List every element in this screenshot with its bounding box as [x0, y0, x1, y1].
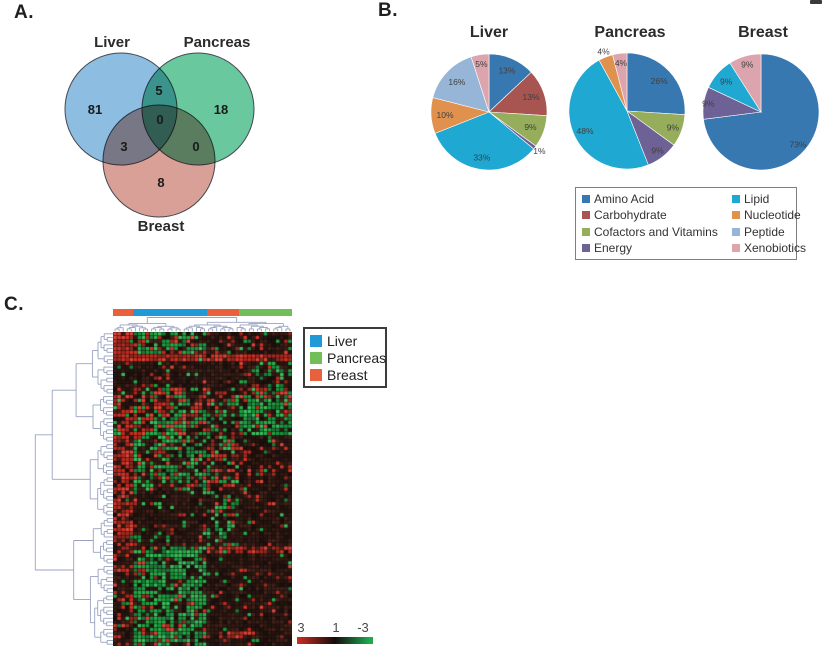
legend-swatch — [582, 227, 590, 236]
group-bar-breast — [113, 309, 134, 316]
sample-group-bar — [113, 309, 292, 316]
panel-b-label: B. — [378, 0, 398, 21]
legend-label: Nucleotide — [744, 208, 801, 223]
venn-set-label: Breast — [138, 218, 185, 235]
heatmap-legend: Liver Pancreas Breast — [303, 327, 387, 388]
pie-slice-lipid — [568, 59, 649, 170]
heatmap-legend-label: Liver — [327, 332, 358, 349]
pie-title-breast: Breast — [738, 24, 788, 41]
pie-percent-label: 1% — [533, 146, 546, 156]
pie-title-liver: Liver — [469, 24, 509, 41]
pie-slice-amino-acid — [626, 52, 686, 115]
pie-percent-label: 4% — [597, 47, 610, 57]
pie-percent-label: 16% — [448, 77, 465, 87]
pie-percent-label: 4% — [615, 58, 628, 68]
legend-label: Carbohydrate — [594, 208, 667, 223]
pie-percent-label: 33% — [473, 152, 490, 162]
heatmap-legend-swatch — [310, 368, 322, 381]
venn-set-label: Pancreas — [184, 34, 251, 51]
pie-percent-label: 26% — [651, 76, 668, 86]
cropped-text-artifact — [810, 0, 822, 4]
pie-percent-label: 13% — [498, 65, 515, 75]
legend-swatch — [732, 195, 740, 204]
legend-swatch — [582, 195, 590, 204]
pie-percent-label: 9% — [524, 122, 537, 132]
group-bar-breast — [206, 309, 240, 316]
venn-count-pancreas_only: 18 — [214, 102, 228, 117]
pie-percent-label: 73% — [789, 140, 806, 150]
pie-title-pancreas: Pancreas — [594, 24, 666, 41]
pie-percent-label: 13% — [523, 92, 540, 102]
pie-chart-pancreas — [568, 52, 686, 170]
legend-item-xenobiotics: Xenobiotics — [732, 241, 806, 255]
legend-swatch — [732, 243, 740, 252]
pie-slice-peptide — [432, 56, 490, 113]
heatmap-legend-swatch — [310, 351, 322, 364]
pie-slice-xenobiotics — [729, 53, 762, 114]
venn-set-label: Liver — [94, 34, 130, 51]
pie-percent-label: 9% — [741, 60, 754, 70]
heatmap-legend-item-pancreas: Pancreas — [310, 350, 386, 366]
pie-slice-xenobiotics — [612, 52, 628, 112]
pie-percent-label: 48% — [577, 126, 594, 136]
pie-chart-breast — [702, 53, 820, 171]
legend-item-energy: Energy — [582, 241, 732, 255]
legend-label: Xenobiotics — [744, 240, 807, 255]
pie-percent-label: 9% — [720, 76, 733, 86]
pie-slice-xenobiotics — [470, 53, 490, 113]
heatmap-legend-swatch — [310, 334, 322, 347]
pie-percent-label: 9% — [651, 145, 664, 155]
venn-count-liver_only: 81 — [88, 102, 102, 117]
pie-percent-label: 9% — [667, 123, 680, 133]
scale-min-label: -3 — [357, 620, 369, 635]
venn-count-breast_only: 8 — [157, 175, 164, 190]
panel-a-label: A. — [14, 2, 34, 23]
legend-label: Energy — [594, 240, 633, 255]
venn-count-pancreas_breast: 0 — [192, 139, 199, 154]
pie-chart-liver — [430, 53, 548, 171]
heatmap-legend-item-liver: Liver — [310, 333, 380, 349]
legend-item-nucleotide: Nucleotide — [732, 208, 806, 222]
legend-label: Peptide — [744, 224, 785, 239]
legend-swatch — [732, 227, 740, 236]
venn-diagram — [64, 52, 255, 218]
legend-label: Lipid — [744, 192, 770, 207]
scale-mid-label: 1 — [332, 620, 340, 635]
legend-item-peptide: Peptide — [732, 225, 806, 239]
heatmap-legend-label: Pancreas — [327, 349, 387, 366]
venn-count-liver_pancreas: 5 — [155, 83, 162, 98]
legend-item-cofactors-and-vitamins: Cofactors and Vitamins — [582, 225, 732, 239]
venn-circle-breast — [102, 104, 216, 218]
legend-item-carbohydrate: Carbohydrate — [582, 208, 732, 222]
legend-label: Amino Acid — [594, 192, 655, 207]
heatmap — [113, 332, 292, 646]
heatmap-legend-label: Breast — [327, 366, 368, 383]
venn-count-liver_breast: 3 — [120, 139, 127, 154]
pie-percent-label: 5% — [475, 59, 488, 69]
legend-item-amino-acid: Amino Acid — [582, 192, 732, 206]
group-bar-liver — [133, 309, 207, 316]
heatmap-legend-item-breast: Breast — [310, 367, 380, 383]
pie-slice-lipid — [434, 111, 535, 171]
venn-count-center: 0 — [156, 112, 163, 127]
group-bar-pancreas — [239, 309, 292, 316]
color-scale-gradient — [297, 637, 373, 644]
legend-item-lipid: Lipid — [732, 192, 806, 206]
legend-label: Cofactors and Vitamins — [594, 224, 718, 239]
scale-max-label: 3 — [297, 620, 305, 635]
dendrograms — [34, 317, 291, 645]
pie-percent-label: 9% — [702, 99, 715, 109]
pie-percent-label: 10% — [436, 110, 453, 120]
legend-swatch — [582, 243, 590, 252]
legend-swatch — [582, 211, 590, 220]
panel-c-label: C. — [4, 294, 24, 315]
legend-swatch — [732, 211, 740, 220]
pie-legend: Amino Acid Lipid Carbohydrate Nucleotide Cof… — [575, 187, 806, 260]
